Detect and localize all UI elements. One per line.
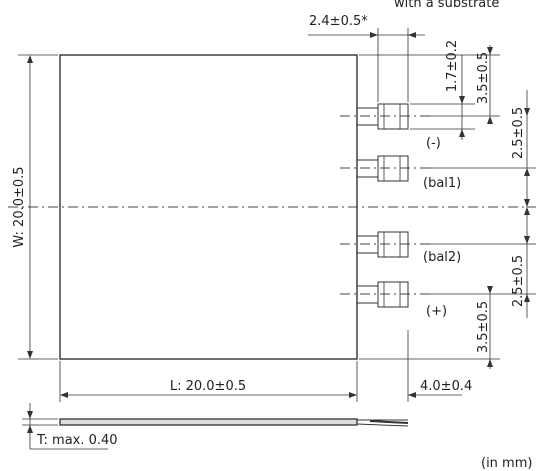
pitch-top-dimension: 2.5±0.5 [511, 107, 526, 159]
tab-length-dimension: 2.4±0.5* [309, 14, 368, 29]
pitch-bottom-dimension: 2.5±0.5 [511, 255, 526, 307]
top-note: with a substrate [394, 0, 499, 11]
terminal-bal1-label: (bal1) [423, 176, 461, 191]
terminal-minus-label: (-) [426, 136, 441, 151]
edge-to-tab-top-dimension: 3.5±0.5 [476, 52, 491, 104]
tab-bal1 [356, 155, 409, 182]
terminal-bal2-label: (bal2) [423, 250, 461, 265]
thickness-dimension: T: max. 0.40 [36, 433, 118, 448]
overhang-dimension: 4.0±0.4 [420, 379, 472, 394]
tab-plus [356, 281, 409, 308]
edge-to-tab-bottom-dimension: 3.5±0.5 [476, 301, 491, 353]
side-view [59, 418, 409, 427]
terminal-plus-label: (+) [426, 304, 447, 319]
width-dimension: W: 20.0±0.5 [12, 166, 27, 247]
length-dimension: L: 20.0±0.5 [170, 379, 246, 394]
tab-minus [356, 103, 409, 130]
tab-bal2 [356, 231, 409, 258]
tab-width-dimension: 1.7±0.2 [445, 40, 460, 92]
unit-note: (in mm) [481, 456, 532, 471]
